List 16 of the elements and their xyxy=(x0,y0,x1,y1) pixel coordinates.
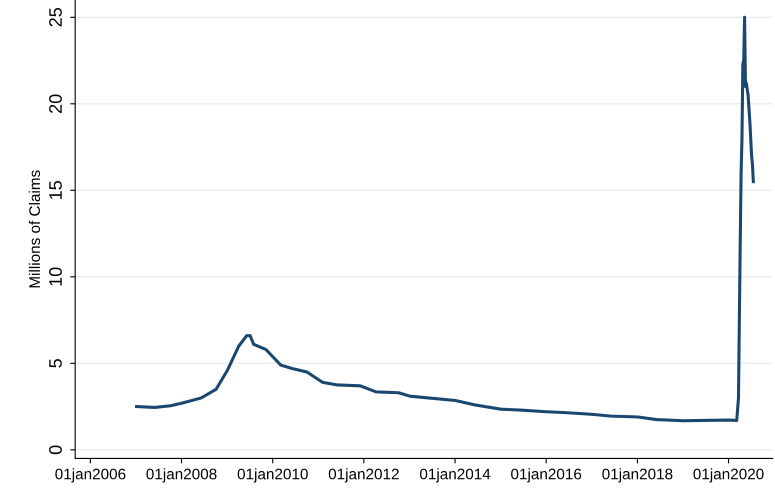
x-tick-label: 01jan2008 xyxy=(146,468,217,482)
line-series xyxy=(135,16,755,422)
y-tick-label: 0 xyxy=(49,446,62,454)
x-tick-label: 01jan2016 xyxy=(511,468,582,482)
y-tick-label: 10 xyxy=(49,267,62,286)
x-tick-label: 01jan2020 xyxy=(693,468,764,482)
y-tick-label: 15 xyxy=(49,181,62,199)
x-tick-label: 01jan2018 xyxy=(602,468,672,482)
y-tick-label: 20 xyxy=(49,94,62,113)
x-tick-label: 01jan2006 xyxy=(55,468,126,482)
x-tick-label: 01jan2010 xyxy=(238,468,308,482)
x-tick-label: 01jan2014 xyxy=(420,468,490,482)
y-tick-label: 5 xyxy=(49,359,62,368)
y-axis-title: Millions of Claims xyxy=(28,170,40,288)
x-tick-label: 01jan2012 xyxy=(328,468,399,482)
y-tick-label: 25 xyxy=(49,8,62,26)
